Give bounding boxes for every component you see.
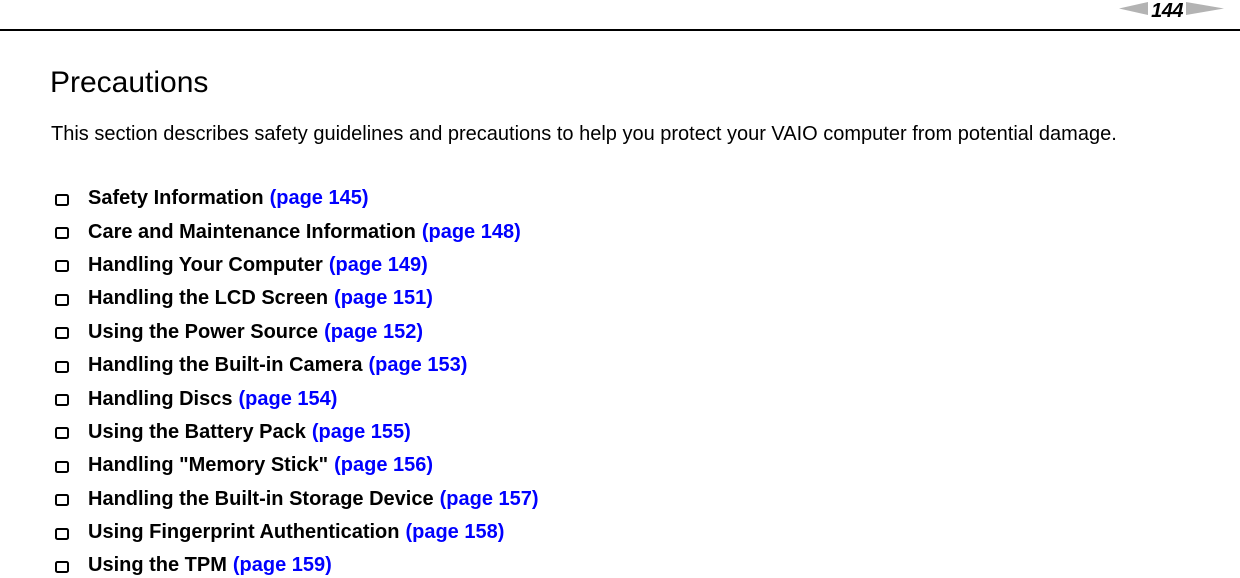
square-bullet-icon xyxy=(55,193,69,206)
square-bullet-icon xyxy=(55,293,69,306)
toc-item-label: Handling "Memory Stick" xyxy=(88,454,329,477)
square-bullet-icon xyxy=(55,360,69,373)
square-bullet-icon xyxy=(55,227,69,240)
intro-text: This section describes safety guidelines… xyxy=(51,123,1117,145)
toc-item-page-link[interactable]: (page 154) xyxy=(238,387,338,410)
page-navigation: 144 xyxy=(1119,1,1224,21)
toc-item: Using the Power Source (page 152) xyxy=(55,316,539,349)
toc-item: Using the Battery Pack (page 155) xyxy=(55,416,539,449)
toc-item-label: Handling Your Computer xyxy=(88,253,323,276)
toc-item: Using Fingerprint Authentication (page 1… xyxy=(55,516,539,549)
toc-item-page-link[interactable]: (page 151) xyxy=(334,287,433,310)
square-bullet-icon xyxy=(55,527,69,540)
next-page-icon[interactable] xyxy=(1186,2,1224,20)
toc-item-page-link[interactable]: (page 149) xyxy=(328,253,428,276)
toc-item-page-link[interactable]: (page 152) xyxy=(324,320,423,343)
toc-item-label: Safety Information xyxy=(88,187,264,210)
toc-item: Handling the Built-in Camera (page 153) xyxy=(55,349,539,382)
page-number: 144 xyxy=(1151,0,1183,22)
toc-item-label: Handling the Built-in Storage Device xyxy=(88,487,434,510)
toc-item: Handling Your Computer (page 149) xyxy=(55,249,539,282)
toc-item-page-link[interactable]: (page 148) xyxy=(421,220,521,243)
toc-item-page-link[interactable]: (page 159) xyxy=(232,554,332,577)
toc-list: Safety Information (page 145) Care and M… xyxy=(55,182,539,578)
toc-item-label: Handling the Built-in Camera xyxy=(88,354,363,377)
square-bullet-icon xyxy=(55,427,69,440)
toc-item-label: Using Fingerprint Authentication xyxy=(88,521,400,544)
toc-item-page-link[interactable]: (page 158) xyxy=(405,521,505,544)
toc-item-label: Using the Power Source xyxy=(88,320,319,343)
header-divider xyxy=(0,29,1240,31)
toc-item-label: Handling the LCD Screen xyxy=(88,287,329,310)
square-bullet-icon xyxy=(55,260,69,273)
toc-item-label: Handling Discs xyxy=(88,387,233,410)
toc-item: Handling the Built-in Storage Device (pa… xyxy=(55,483,539,516)
toc-item-page-link[interactable]: (page 156) xyxy=(334,454,434,477)
toc-item-page-link[interactable]: (page 155) xyxy=(311,420,411,443)
toc-item-label: Care and Maintenance Information xyxy=(88,220,416,243)
square-bullet-icon xyxy=(55,560,69,573)
toc-item-page-link[interactable]: (page 145) xyxy=(269,187,369,210)
previous-page-icon[interactable] xyxy=(1119,2,1149,20)
toc-item-label: Using the Battery Pack xyxy=(88,420,306,443)
toc-item-page-link[interactable]: (page 153) xyxy=(368,354,468,377)
toc-item-label: Using the TPM xyxy=(88,554,227,577)
toc-item: Care and Maintenance Information (page 1… xyxy=(55,215,539,248)
page-title: Precautions xyxy=(50,66,209,99)
square-bullet-icon xyxy=(55,494,69,507)
square-bullet-icon xyxy=(55,327,69,340)
toc-item: Handling the LCD Screen (page 151) xyxy=(55,282,539,315)
toc-item-page-link[interactable]: (page 157) xyxy=(439,487,539,510)
toc-item: Using the TPM (page 159) xyxy=(55,549,539,578)
square-bullet-icon xyxy=(55,460,69,473)
toc-item: Handling "Memory Stick" (page 156) xyxy=(55,449,539,482)
toc-item: Safety Information (page 145) xyxy=(55,182,539,215)
square-bullet-icon xyxy=(55,394,69,407)
toc-item: Handling Discs (page 154) xyxy=(55,382,539,415)
